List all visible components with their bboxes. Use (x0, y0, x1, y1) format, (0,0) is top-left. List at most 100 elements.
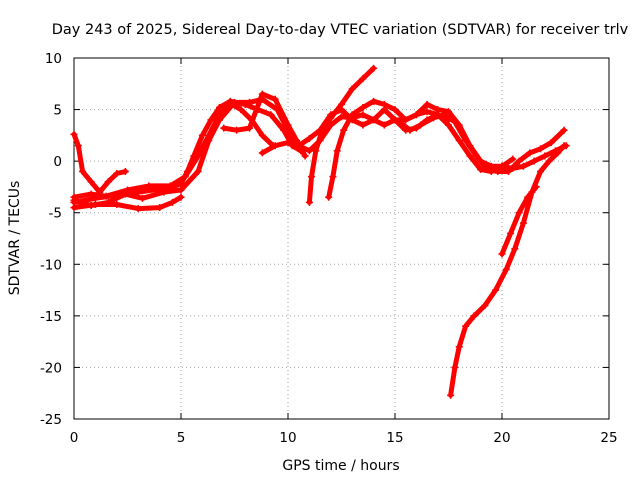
data-point (451, 363, 459, 371)
data-point (455, 137, 463, 145)
data-point (537, 167, 545, 175)
data-point (509, 155, 517, 163)
data-point (113, 170, 121, 178)
data-point (462, 322, 470, 330)
y-axis-label: SDTVAR / TECUs (7, 181, 23, 296)
data-point (515, 157, 523, 165)
data-point (462, 137, 470, 145)
data-point (205, 137, 213, 145)
data-point (455, 343, 463, 351)
data-point (417, 121, 425, 129)
data-point (545, 157, 553, 165)
series-arc-10 (395, 111, 568, 175)
x-tick-label: 15 (386, 430, 403, 446)
data-point (380, 121, 388, 129)
y-tick-label: -20 (40, 360, 62, 376)
data-point (445, 108, 452, 116)
x-tick-label: 0 (70, 430, 79, 446)
data-point (301, 152, 309, 160)
data-point (515, 209, 523, 217)
data-point (166, 182, 174, 190)
data-point (498, 162, 506, 170)
data-point (530, 157, 538, 165)
data-point (305, 198, 313, 206)
x-axis-label: GPS time / hours (282, 458, 399, 474)
data-point (498, 250, 506, 258)
data-point (423, 108, 431, 116)
data-point (177, 186, 185, 194)
data-point (466, 152, 474, 160)
data-point (524, 193, 532, 201)
data-point (258, 149, 266, 157)
data-point (440, 111, 448, 119)
data-point (340, 126, 348, 134)
data-point (423, 100, 431, 108)
data-point (451, 118, 459, 126)
data-point (70, 204, 78, 212)
data-point (537, 145, 545, 153)
data-point (391, 106, 399, 114)
data-point (327, 114, 335, 122)
y-tick-label: -15 (40, 309, 62, 325)
data-point (412, 111, 420, 119)
data-point (284, 121, 292, 129)
data-point (305, 147, 313, 155)
data-point (271, 142, 279, 150)
data-point (138, 194, 146, 202)
data-point (305, 134, 313, 142)
data-point (338, 113, 345, 121)
y-tick-label: 10 (45, 51, 62, 67)
data-point (308, 173, 316, 181)
data-point (526, 149, 534, 157)
data-point (194, 167, 202, 175)
data-point (325, 193, 333, 201)
data-point (519, 162, 527, 170)
y-tick-label: -25 (40, 412, 62, 428)
data-point (406, 126, 414, 134)
x-tick-labels: 0 5 10 15 20 25 (70, 430, 618, 446)
data-point (477, 165, 485, 173)
data-point (329, 173, 337, 181)
data-point (74, 142, 82, 150)
data-point (216, 116, 224, 124)
data-point (511, 245, 519, 253)
data-point (318, 126, 326, 134)
data-point (113, 200, 121, 208)
data-point (541, 152, 549, 160)
series-line (71, 131, 128, 195)
data-point (258, 131, 266, 139)
data-point (430, 114, 438, 122)
data-point (434, 106, 442, 114)
y-tick-label: -10 (40, 257, 62, 273)
data-point (121, 167, 129, 175)
data-point (494, 167, 502, 175)
data-point (370, 97, 378, 105)
data-point (198, 131, 206, 139)
data-point (481, 302, 489, 310)
series-line (396, 112, 567, 174)
data-point (245, 98, 253, 106)
data-point (284, 139, 292, 147)
y-tick-labels: -25 -20 -15 -10 -5 0 5 10 (40, 51, 62, 428)
data-point (470, 312, 478, 320)
data-point (333, 147, 341, 155)
data-point (532, 183, 540, 191)
data-point (348, 85, 356, 93)
data-point (87, 178, 95, 186)
x-tick-label: 5 (177, 430, 186, 446)
y-tick-label: 0 (53, 154, 62, 170)
data-point (102, 192, 110, 200)
data-point (258, 90, 266, 98)
data-point (359, 111, 367, 119)
x-tick-label: 10 (279, 430, 296, 446)
y-tick-label: 5 (53, 103, 62, 119)
data-point (502, 265, 510, 273)
data-point (177, 193, 185, 201)
data-point (87, 201, 95, 209)
data-point (194, 152, 202, 160)
data-point (483, 165, 491, 173)
data-point (267, 111, 275, 119)
data-point (395, 118, 403, 126)
